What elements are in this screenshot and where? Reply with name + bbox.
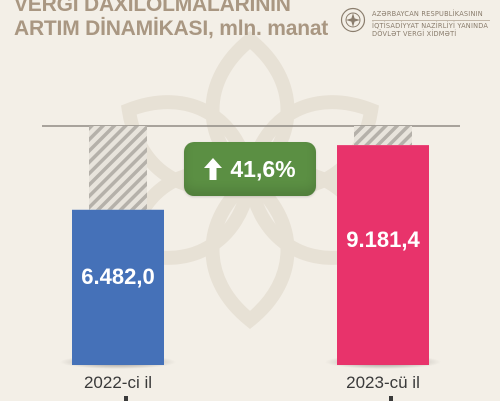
organization-divider xyxy=(372,19,490,21)
bar-value-label-2023: 9.181,4 xyxy=(346,226,420,252)
title-line-2: ARTIM DİNAMİKASI, xyxy=(14,17,214,40)
title-line-1: VERGİ DAXİLOLMALARININ xyxy=(14,0,291,16)
category-label-2022: 2022-ci il xyxy=(83,373,153,392)
bar-2023 xyxy=(337,145,429,365)
change-badge-value: 41,6% xyxy=(230,155,296,182)
title-unit: mln. manat xyxy=(219,17,329,40)
change-badge: 41,6% xyxy=(184,142,316,196)
category-label-descender-2022 xyxy=(124,396,128,401)
organization-line-2: İQTİSADİYYAT NAZİRLİYİ YANINDA xyxy=(372,21,489,30)
organization-line-3: DÖVLƏT VERGİ XİDMƏTİ xyxy=(372,30,457,39)
organization-line-1: AZƏRBAYCAN RESPUBLİKASININ xyxy=(372,10,483,18)
organization-block: AZƏRBAYCAN RESPUBLİKASININ İQTİSADİYYAT … xyxy=(340,7,500,39)
arrow-up-icon xyxy=(204,158,223,180)
chart-title: VERGİ DAXİLOLMALARININ ARTIM DİNAMİKASI,… xyxy=(14,0,328,41)
state-tax-service-emblem-icon xyxy=(340,7,366,33)
bar-value-label-2022: 6.482,0 xyxy=(81,263,155,289)
bar-remainder-2022 xyxy=(89,126,147,210)
category-label-descender-2023 xyxy=(389,396,393,401)
bar-2022 xyxy=(72,209,164,365)
bar-remainder-2023 xyxy=(354,126,412,146)
category-label-2023: 2023-cü il xyxy=(346,373,420,392)
